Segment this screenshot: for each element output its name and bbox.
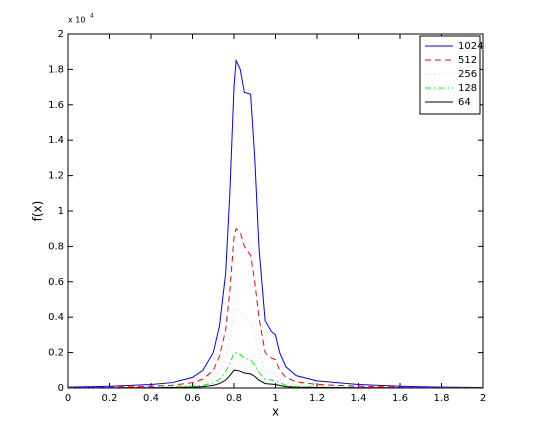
y-exponent-base: x 10 bbox=[68, 16, 85, 25]
line-series bbox=[67, 307, 484, 389]
line-series bbox=[67, 352, 483, 389]
legend-box bbox=[419, 35, 481, 115]
y-tick-label: 2 bbox=[58, 29, 64, 40]
y-tick-label: 0.2 bbox=[48, 348, 64, 359]
x-tick-label: 1 bbox=[272, 393, 278, 404]
y-tick-label: 1 bbox=[58, 206, 64, 217]
x-tick-label: 2 bbox=[480, 393, 486, 404]
y-tick-label: 0.8 bbox=[48, 241, 64, 252]
legend-label: 256 bbox=[458, 69, 477, 80]
x-tick-label: 1.6 bbox=[392, 393, 408, 404]
x-tick-label: 1.8 bbox=[434, 393, 450, 404]
y-tick-label: 0.4 bbox=[48, 312, 64, 323]
y-tick-label: 1.4 bbox=[48, 135, 64, 146]
y-tick-label: 1.2 bbox=[48, 171, 64, 182]
x-tick-label: 1.4 bbox=[351, 393, 367, 404]
y-axis-label: f(x) bbox=[31, 201, 45, 222]
line-series bbox=[67, 227, 484, 389]
x-tick-label: 0.4 bbox=[143, 393, 159, 404]
y-tick-label: 0.6 bbox=[48, 277, 64, 288]
legend-label: 512 bbox=[458, 55, 477, 66]
line-series bbox=[67, 58, 484, 388]
y-exponent-power: 4 bbox=[90, 13, 94, 20]
x-tick-label: 1.2 bbox=[309, 393, 325, 404]
x-tick-label: 0.2 bbox=[102, 393, 118, 404]
legend-label: 64 bbox=[458, 97, 471, 108]
y-tick-label: 1.6 bbox=[48, 100, 64, 111]
legend-label: 1024 bbox=[458, 41, 483, 52]
legend-label: 128 bbox=[458, 83, 477, 94]
y-tick-label: 0 bbox=[58, 383, 64, 394]
x-tick-label: 0.8 bbox=[226, 393, 242, 404]
x-tick-label: 0.6 bbox=[185, 393, 201, 404]
x-tick-label: 0 bbox=[65, 393, 71, 404]
y-tick-label: 1.8 bbox=[48, 64, 64, 75]
x-axis-label: x bbox=[272, 405, 279, 419]
line-series bbox=[67, 369, 483, 389]
